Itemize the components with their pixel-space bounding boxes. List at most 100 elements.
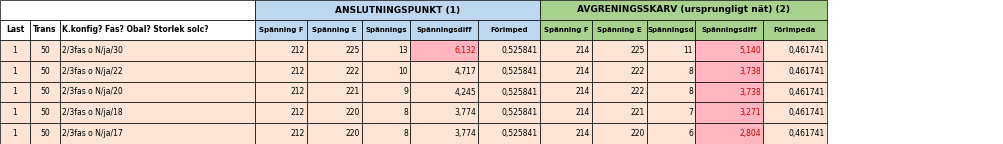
- Bar: [60, 40, 255, 61]
- Text: K.konfig? Fas? Obal? Storlek solc?: K.konfig? Fas? Obal? Storlek solc?: [62, 25, 209, 35]
- Bar: [0, 20, 30, 40]
- Bar: [409, 82, 477, 102]
- Text: Spänningsdiff: Spänningsdiff: [416, 27, 471, 33]
- Text: 220: 220: [630, 129, 644, 138]
- Text: 214: 214: [575, 88, 590, 96]
- Bar: [694, 102, 762, 123]
- Bar: [307, 61, 362, 82]
- Text: 220: 220: [345, 129, 360, 138]
- Text: 225: 225: [345, 46, 360, 55]
- Text: 50: 50: [40, 46, 50, 55]
- Bar: [30, 40, 60, 61]
- Text: 3,774: 3,774: [453, 108, 475, 117]
- Text: Spänning E: Spänning E: [312, 27, 356, 33]
- Text: 222: 222: [630, 88, 644, 96]
- Bar: [762, 102, 826, 123]
- Text: Trans: Trans: [33, 25, 57, 35]
- Bar: [592, 40, 646, 61]
- Bar: [60, 102, 255, 123]
- Text: 50: 50: [40, 129, 50, 138]
- Text: 0,525841: 0,525841: [502, 129, 538, 138]
- Bar: [255, 102, 307, 123]
- Bar: [592, 61, 646, 82]
- Bar: [0, 40, 30, 61]
- Text: 1: 1: [13, 88, 17, 96]
- Text: 9: 9: [403, 88, 407, 96]
- Text: 0,461741: 0,461741: [788, 108, 824, 117]
- Bar: [762, 61, 826, 82]
- Bar: [60, 123, 255, 144]
- Text: 0,461741: 0,461741: [788, 88, 824, 96]
- Bar: [0, 82, 30, 102]
- Text: 3,738: 3,738: [738, 88, 760, 96]
- Bar: [409, 20, 477, 40]
- Bar: [762, 20, 826, 40]
- Bar: [409, 40, 477, 61]
- Bar: [255, 20, 307, 40]
- Bar: [0, 123, 30, 144]
- Bar: [540, 123, 592, 144]
- Text: 50: 50: [40, 67, 50, 76]
- Bar: [0, 0, 255, 20]
- Bar: [0, 102, 30, 123]
- Bar: [694, 61, 762, 82]
- Bar: [307, 82, 362, 102]
- Bar: [477, 82, 540, 102]
- Bar: [540, 61, 592, 82]
- Bar: [307, 40, 362, 61]
- Bar: [362, 20, 409, 40]
- Bar: [762, 82, 826, 102]
- Text: 0,525841: 0,525841: [502, 46, 538, 55]
- Bar: [30, 82, 60, 102]
- Bar: [592, 20, 646, 40]
- Bar: [60, 20, 255, 40]
- Text: 214: 214: [575, 67, 590, 76]
- Bar: [646, 102, 694, 123]
- Bar: [477, 102, 540, 123]
- Bar: [477, 40, 540, 61]
- Text: 225: 225: [630, 46, 644, 55]
- Bar: [255, 82, 307, 102]
- Text: 212: 212: [291, 46, 305, 55]
- Text: 7: 7: [687, 108, 692, 117]
- Bar: [540, 40, 592, 61]
- Text: 212: 212: [291, 67, 305, 76]
- Bar: [0, 61, 30, 82]
- Text: 2/3fas o N/ja/30: 2/3fas o N/ja/30: [62, 46, 122, 55]
- Bar: [477, 20, 540, 40]
- Bar: [592, 123, 646, 144]
- Bar: [255, 123, 307, 144]
- Bar: [307, 123, 362, 144]
- Text: 8: 8: [688, 88, 692, 96]
- Text: 221: 221: [630, 108, 644, 117]
- Bar: [694, 40, 762, 61]
- Bar: [646, 20, 694, 40]
- Bar: [694, 82, 762, 102]
- Bar: [362, 123, 409, 144]
- Text: 6,132: 6,132: [454, 46, 475, 55]
- Bar: [362, 61, 409, 82]
- Text: Spänning F: Spänning F: [544, 27, 588, 33]
- Text: 10: 10: [398, 67, 407, 76]
- Text: ANSLUTNINGSPUNKT (1): ANSLUTNINGSPUNKT (1): [335, 5, 459, 15]
- Bar: [30, 123, 60, 144]
- Bar: [694, 20, 762, 40]
- Text: 11: 11: [683, 46, 692, 55]
- Text: 50: 50: [40, 88, 50, 96]
- Text: 5,140: 5,140: [738, 46, 760, 55]
- Text: 2/3fas o N/ja/18: 2/3fas o N/ja/18: [62, 108, 122, 117]
- Text: 2/3fas o N/ja/20: 2/3fas o N/ja/20: [62, 88, 122, 96]
- Text: 0,461741: 0,461741: [788, 46, 824, 55]
- Bar: [646, 123, 694, 144]
- Text: 8: 8: [403, 108, 407, 117]
- Text: 0,461741: 0,461741: [788, 67, 824, 76]
- Text: 4,245: 4,245: [453, 88, 475, 96]
- Text: AVGRENINGSSKARV (ursprungligt nät) (2): AVGRENINGSSKARV (ursprungligt nät) (2): [577, 5, 789, 15]
- Bar: [409, 61, 477, 82]
- Text: 214: 214: [575, 46, 590, 55]
- Bar: [592, 102, 646, 123]
- Text: Last: Last: [6, 25, 24, 35]
- Bar: [362, 40, 409, 61]
- Bar: [646, 61, 694, 82]
- Bar: [694, 123, 762, 144]
